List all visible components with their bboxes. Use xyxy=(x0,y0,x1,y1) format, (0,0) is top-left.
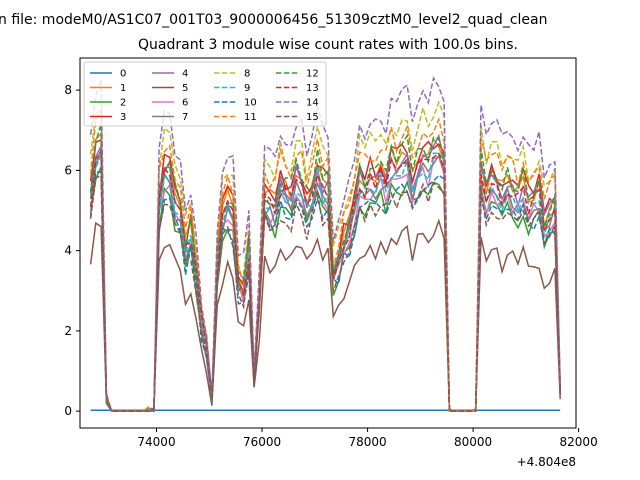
series-line-6 xyxy=(89,153,561,413)
x-tick-label: 80000 xyxy=(454,435,492,449)
y-tick-label: 8 xyxy=(64,83,72,97)
series-line-14 xyxy=(89,75,561,412)
x-tick-label: 76000 xyxy=(243,435,281,449)
legend-box xyxy=(83,61,327,127)
plot-area xyxy=(89,75,561,413)
legend-label-9: 9 xyxy=(244,83,250,94)
legend-label-6: 6 xyxy=(182,98,188,109)
legend-label-13: 13 xyxy=(306,83,319,94)
series-line-4 xyxy=(89,133,561,413)
legend-label-15: 15 xyxy=(306,112,319,123)
chart-title: Quadrant 3 module wise count rates with … xyxy=(138,37,518,53)
legend-label-0: 0 xyxy=(120,69,126,80)
axes-frame xyxy=(79,57,577,429)
x-axis: 74000 76000 78000 80000 82000 xyxy=(137,428,598,449)
series-line-5 xyxy=(89,218,561,412)
legend-label-1: 1 xyxy=(120,83,126,94)
legend-label-12: 12 xyxy=(306,69,319,80)
y-tick-label: 0 xyxy=(64,404,72,418)
series-line-9 xyxy=(89,152,561,412)
x-tick-label: 82000 xyxy=(560,435,598,449)
series-line-12 xyxy=(89,123,561,412)
y-tick-label: 6 xyxy=(64,163,72,177)
legend-label-10: 10 xyxy=(244,98,257,109)
legend-label-7: 7 xyxy=(182,112,188,123)
series-line-8 xyxy=(89,100,561,413)
figure-suptitle: n file: modeM0/AS1C07_001T03_9000006456_… xyxy=(0,12,547,28)
x-tick-label: 74000 xyxy=(137,435,175,449)
y-tick-label: 4 xyxy=(64,244,72,258)
y-tick-label: 2 xyxy=(64,324,72,338)
series-line-10 xyxy=(89,171,561,413)
series-line-13 xyxy=(89,150,561,412)
y-axis: 0 2 4 6 8 xyxy=(64,83,80,418)
x-offset-label: +4.804e8 xyxy=(517,455,576,469)
legend-label-8: 8 xyxy=(244,69,250,80)
legend-label-4: 4 xyxy=(182,69,188,80)
legend-label-14: 14 xyxy=(306,98,319,109)
legend-label-3: 3 xyxy=(120,112,126,123)
x-tick-label: 78000 xyxy=(348,435,386,449)
legend-label-2: 2 xyxy=(120,98,126,109)
legend-label-11: 11 xyxy=(244,112,257,123)
legend-label-5: 5 xyxy=(182,83,188,94)
